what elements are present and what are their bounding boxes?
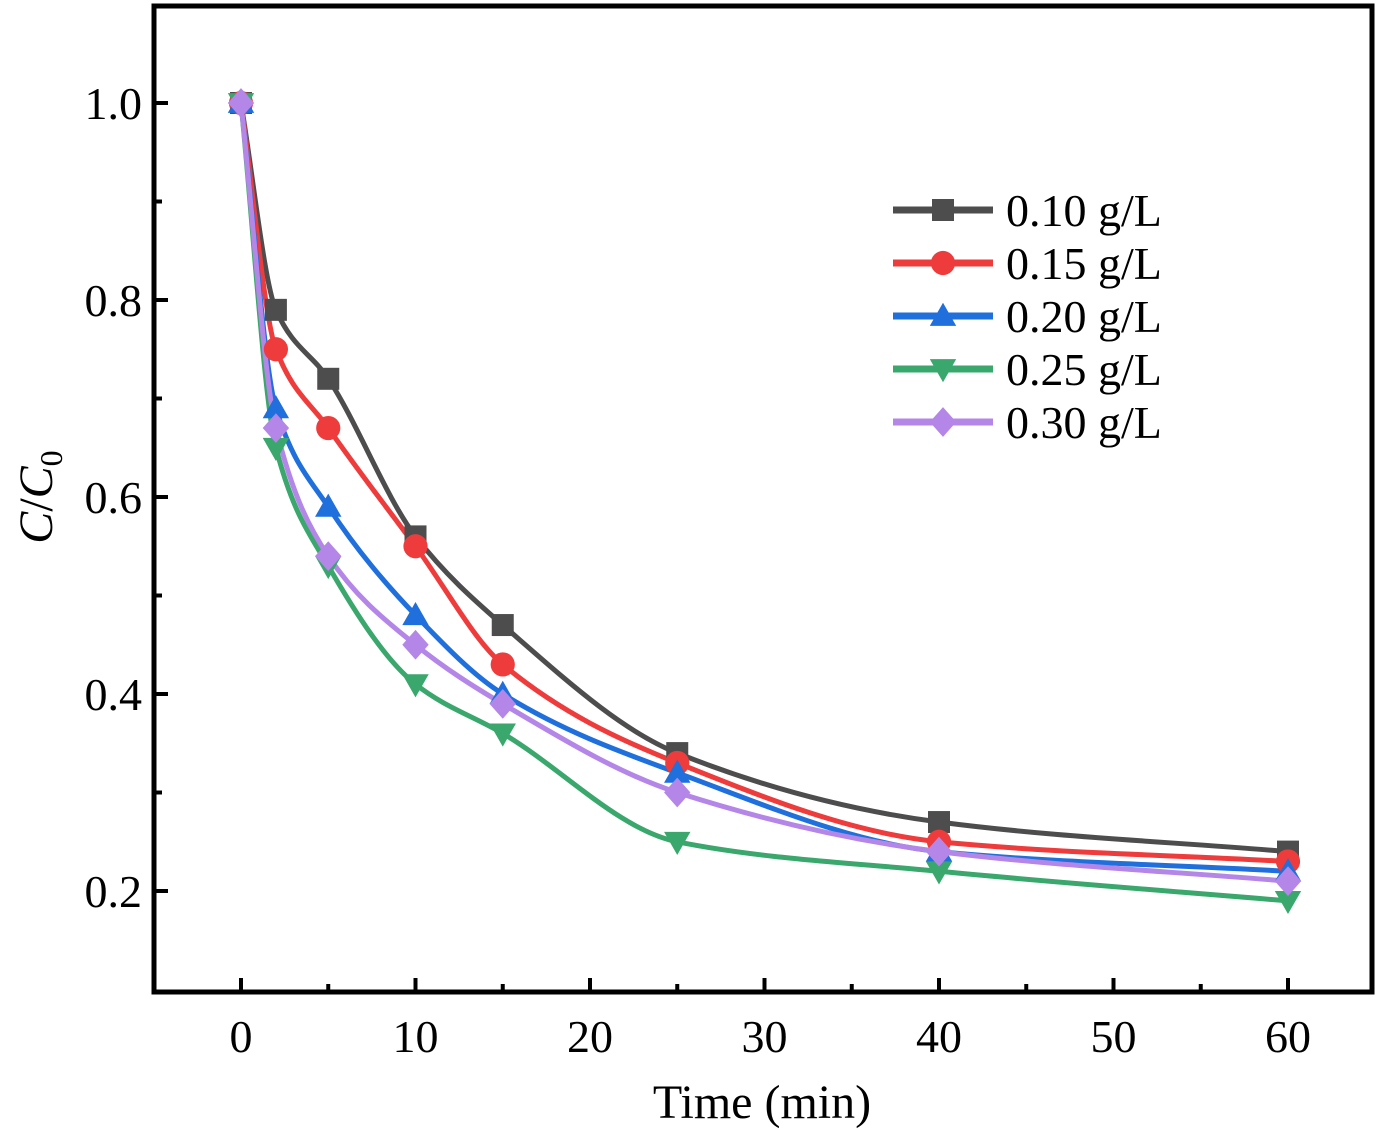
y-axis-title: C/C0 [10,450,69,543]
data-point-series-5 [227,88,255,118]
data-point-series-1 [264,298,287,321]
data-point-series-5 [489,689,516,719]
x-tick-label: 60 [1265,1011,1311,1062]
legend: 0.10 g/L0.15 g/L0.20 g/L0.25 g/L0.30 g/L [893,185,1162,448]
data-point-series-4 [402,674,429,698]
y-tick-label: 0.4 [85,669,143,720]
data-point-series-2 [490,652,515,677]
legend-marker-1 [932,199,954,221]
legend-marker-5 [929,407,957,437]
y-axis-title-c0: C [10,465,63,498]
legend-marker-3 [929,302,957,326]
y-axis-title-c: C [10,511,63,544]
data-point-series-2 [403,534,428,559]
axis-ticks [154,101,1290,992]
y-tick-label: 0.2 [85,866,143,917]
legend-label-2: 0.15 g/L [1006,238,1162,289]
y-tick-label: 1.0 [85,78,143,129]
y-axis-title-slash: / [10,498,63,512]
data-point-series-4 [1274,890,1302,915]
x-tick-label: 0 [230,1011,253,1062]
data-point-series-3 [664,759,691,783]
data-point-series-1 [928,811,950,834]
data-point-series-5 [925,836,953,867]
legend-marker-4 [929,359,957,383]
tick-labels: 0 10 20 30 40 50 60 0.2 0.4 0.6 0.8 1.0 [85,78,1312,1062]
data-point-series-3 [262,395,290,419]
x-tick-label: 20 [567,1011,613,1062]
data-point-series-1 [317,367,340,390]
data-point-series-5 [664,777,691,808]
data-point-series-3 [402,602,429,626]
y-axis-title-subscript: 0 [33,450,69,466]
data-point-series-2 [316,415,341,441]
x-axis-title: Time (min) [653,1076,871,1129]
data-point-series-5 [1274,866,1302,896]
legend-label-4: 0.25 g/L [1006,344,1162,395]
x-tick-label: 30 [742,1011,788,1062]
data-point-series-1 [491,614,514,637]
data-point-series-3 [315,493,342,517]
legend-label-5: 0.30 g/L [1006,397,1162,448]
data-point-series-4 [664,831,691,855]
y-tick-label: 0.6 [85,472,143,523]
y-tick-label: 0.8 [85,275,143,326]
legend-label-3: 0.20 g/L [1006,291,1162,342]
data-point-series-4 [262,437,290,461]
data-point-series-4 [489,723,516,747]
x-tick-label: 50 [1091,1011,1137,1062]
data-point-series-5 [262,413,290,443]
legend-label-1: 0.10 g/L [1006,185,1162,236]
data-point-series-2 [263,337,288,362]
data-point-series-4 [925,861,953,885]
x-tick-label: 10 [393,1011,439,1062]
legend-marker-2 [930,250,956,276]
x-tick-label: 40 [916,1011,962,1062]
series-markers [227,88,1302,915]
data-point-series-5 [315,541,342,571]
data-point-series-5 [402,629,429,660]
